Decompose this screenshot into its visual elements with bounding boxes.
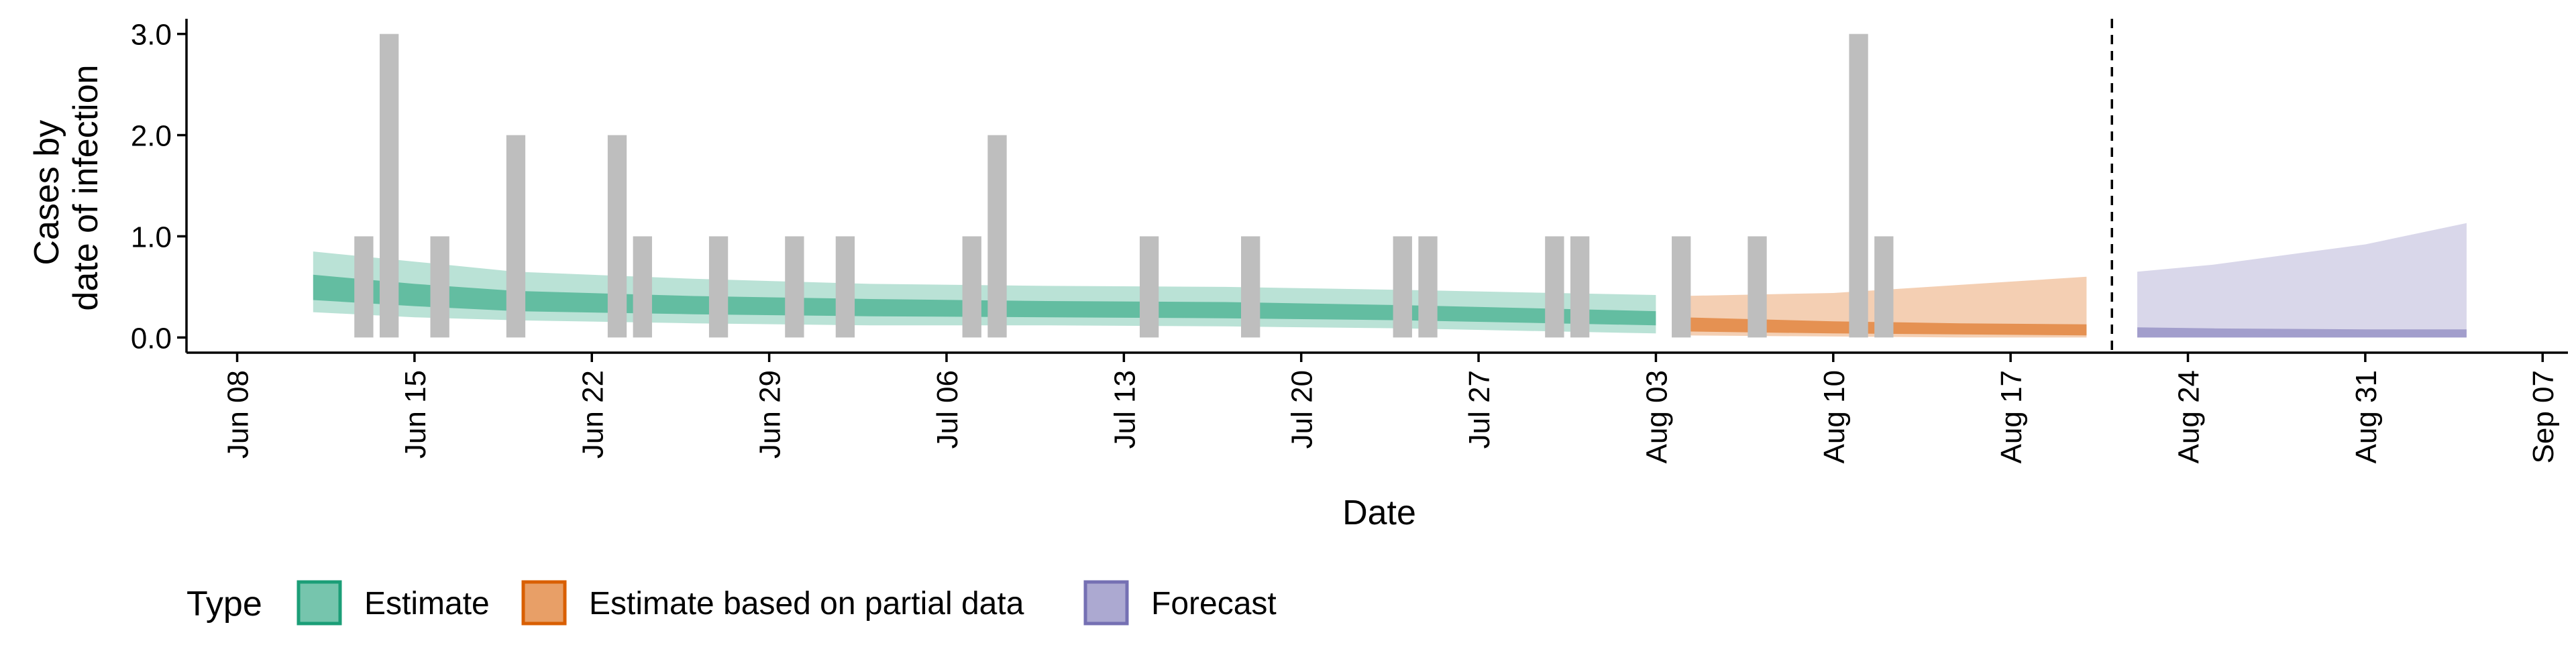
legend-label-estimate: Estimate xyxy=(364,586,490,622)
legend-label-forecast: Forecast xyxy=(1151,586,1277,622)
observed-case-bar xyxy=(379,34,399,338)
axes-layer: 0.0 1.0 2.0 3.0 Jun 08 Jun 15 Jun 22 Jun 29 Jul… xyxy=(131,19,2568,463)
y-tick-label: 3.0 xyxy=(131,19,172,52)
x-tick-label: Jul 13 xyxy=(1108,370,1141,449)
x-tick-label: Jun 15 xyxy=(399,370,432,459)
x-tick-label: Aug 31 xyxy=(2350,370,2383,463)
x-tick-label: Aug 17 xyxy=(1995,370,2028,463)
x-tick-label: Aug 03 xyxy=(1640,370,1673,463)
legend-items: Estimate Estimate based on partial data Fo… xyxy=(297,580,1277,626)
observed-case-bar xyxy=(785,236,804,338)
x-tick-label: Jun 29 xyxy=(754,370,787,459)
y-axis-ticks: 0.0 1.0 2.0 3.0 xyxy=(131,19,186,355)
observed-case-bar xyxy=(1545,236,1564,338)
x-tick-label: Jul 06 xyxy=(931,370,964,449)
y-axis-title-line-1: Cases by xyxy=(28,120,66,266)
x-tick-label: Jul 20 xyxy=(1286,370,1319,449)
observed-case-bar xyxy=(430,236,449,338)
y-tick-label: 1.0 xyxy=(131,221,172,253)
observed-case-bar xyxy=(354,236,374,338)
y-tick-label: 0.0 xyxy=(131,322,172,355)
x-axis-title: Date xyxy=(1342,493,1416,532)
observed-case-bar xyxy=(987,135,1007,338)
y-axis-title: Cases by date of infection xyxy=(28,64,105,310)
observed-case-bar xyxy=(708,236,729,338)
observed-case-bar xyxy=(1139,236,1159,338)
forecast-outer-band xyxy=(2137,223,2467,338)
x-tick-label: Jun 08 xyxy=(222,370,255,459)
observed-case-bar xyxy=(633,236,652,338)
observed-case-bar xyxy=(607,135,627,338)
x-tick-label: Jun 22 xyxy=(576,370,609,459)
legend: Type Estimate Estimate based on partial d… xyxy=(186,580,1277,626)
x-tick-label: Sep 07 xyxy=(2527,370,2560,463)
legend-swatch-estimate-based-on-partial-data xyxy=(521,580,567,626)
legend-swatch-forecast xyxy=(1083,580,1129,626)
x-tick-label: Aug 24 xyxy=(2173,370,2206,463)
x-axis-ticks: Jun 08 Jun 15 Jun 22 Jun 29 Jul 06 Jul 13 Jul … xyxy=(222,353,2560,463)
observed-case-bar xyxy=(506,135,526,338)
legend-swatch-estimate xyxy=(297,580,342,626)
observed-case-bar xyxy=(1570,236,1590,338)
observed-case-bars-layer xyxy=(354,34,1894,338)
x-tick-label: Aug 10 xyxy=(1818,370,1851,463)
observed-case-bar xyxy=(962,236,981,338)
observed-case-bar xyxy=(1672,236,1691,338)
observed-case-bar xyxy=(1393,236,1412,338)
observed-case-bar xyxy=(835,236,855,338)
observed-case-bar xyxy=(1849,34,1868,338)
observed-case-bar xyxy=(1874,236,1894,338)
legend-title: Type xyxy=(186,585,262,624)
observed-case-bar xyxy=(1418,236,1438,338)
forecast-inner-band xyxy=(2137,327,2467,338)
y-tick-label: 2.0 xyxy=(131,120,172,153)
observed-case-bar xyxy=(1241,236,1260,338)
x-tick-label: Jul 27 xyxy=(1463,370,1496,449)
observed-case-bar xyxy=(1748,236,1767,338)
legend-label-estimate-based-on-partial-data: Estimate based on partial data xyxy=(589,586,1024,622)
y-axis-title-line-2: date of infection xyxy=(66,64,105,310)
